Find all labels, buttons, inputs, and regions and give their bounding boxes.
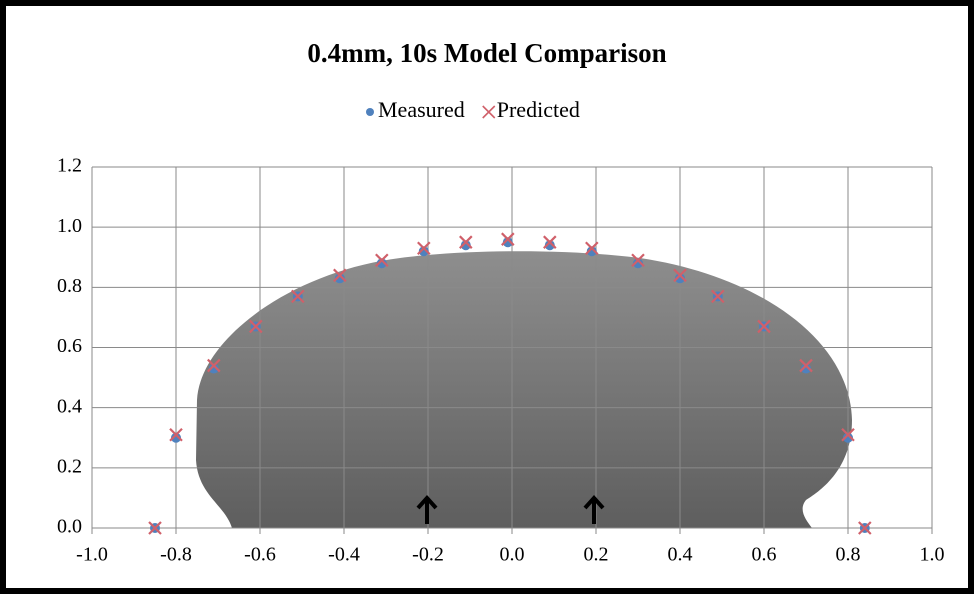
predicted-point <box>291 289 305 304</box>
x-tick-label: 1.0 <box>920 544 945 566</box>
predicted-point <box>501 232 515 246</box>
legend-label: Measured <box>378 97 465 122</box>
arrow <box>416 495 438 524</box>
measured-point <box>376 258 387 269</box>
x-tick-label: 0.2 <box>584 544 609 566</box>
x-tick-label: -0.8 <box>160 544 192 566</box>
y-tick-label: 0.4 <box>57 395 82 417</box>
legend-label: Predicted <box>497 97 580 122</box>
predicted-point <box>711 289 725 304</box>
legend-marker <box>366 108 374 116</box>
y-tick-label: 1.2 <box>57 155 82 177</box>
x-tick-label: 0.8 <box>836 544 861 566</box>
x-tick-label: 0.0 <box>500 544 525 566</box>
predicted-point <box>841 427 855 442</box>
y-tick-label: 0.0 <box>57 516 82 538</box>
predicted-point <box>757 319 771 334</box>
measured-point <box>334 273 345 284</box>
measured-point <box>502 237 513 248</box>
y-tick-label: 0.8 <box>57 275 82 297</box>
predicted-point <box>207 358 221 373</box>
measured-point <box>171 432 181 443</box>
chart-title: 0.4mm, 10s Model Comparison <box>307 38 666 68</box>
predicted-point <box>585 241 599 256</box>
x-tick-label: 0.6 <box>752 544 777 566</box>
measured-point <box>208 363 219 374</box>
predicted-point <box>148 521 162 535</box>
y-tick-label: 0.6 <box>57 335 82 357</box>
predicted-point <box>169 427 183 442</box>
x-tick-label: -0.4 <box>328 544 360 566</box>
background-image <box>196 251 852 528</box>
y-tick-label: 0.2 <box>57 455 82 477</box>
x-tick-label: -0.2 <box>412 544 444 566</box>
measured-point <box>586 246 597 257</box>
x-tick-label: -1.0 <box>76 544 108 566</box>
predicted-point <box>799 358 813 373</box>
measured-point <box>544 240 555 251</box>
predicted-point <box>459 235 473 249</box>
x-tick-label: 0.4 <box>668 544 693 566</box>
predicted-point <box>333 268 347 283</box>
measured-point <box>843 432 853 443</box>
measured-point <box>633 258 643 269</box>
predicted-point <box>673 268 687 283</box>
measured-point <box>460 240 471 251</box>
y-tick-label: 1.0 <box>57 215 82 237</box>
arrow <box>583 495 605 524</box>
measured-point <box>418 246 429 257</box>
predicted-point <box>417 241 431 256</box>
measured-point <box>675 273 685 284</box>
predicted-point <box>631 253 645 268</box>
predicted-point <box>375 253 389 268</box>
predicted-point <box>543 235 557 249</box>
legend-marker <box>482 105 496 119</box>
predicted-point <box>249 319 263 334</box>
predicted-point <box>858 521 872 535</box>
x-tick-label: -0.6 <box>244 544 276 566</box>
measured-point <box>801 363 811 374</box>
